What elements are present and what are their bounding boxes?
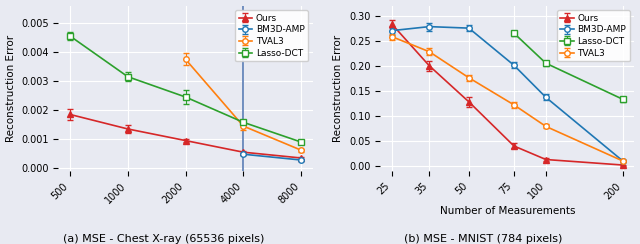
X-axis label: Number of Measurements: Number of Measurements [440, 206, 575, 216]
Y-axis label: Reconstruction Error: Reconstruction Error [6, 35, 15, 142]
Text: (a) MSE - Chest X-ray (65536 pixels): (a) MSE - Chest X-ray (65536 pixels) [63, 234, 264, 244]
Text: (b) MSE - MNIST (784 pixels): (b) MSE - MNIST (784 pixels) [404, 234, 563, 244]
Legend: Ours, BM3D-AMP, Lasso-DCT, TVAL3: Ours, BM3D-AMP, Lasso-DCT, TVAL3 [557, 10, 630, 61]
Legend: Ours, BM3D-AMP, TVAL3, Lasso-DCT: Ours, BM3D-AMP, TVAL3, Lasso-DCT [235, 10, 308, 61]
Y-axis label: Reconstruction Error: Reconstruction Error [333, 35, 344, 142]
